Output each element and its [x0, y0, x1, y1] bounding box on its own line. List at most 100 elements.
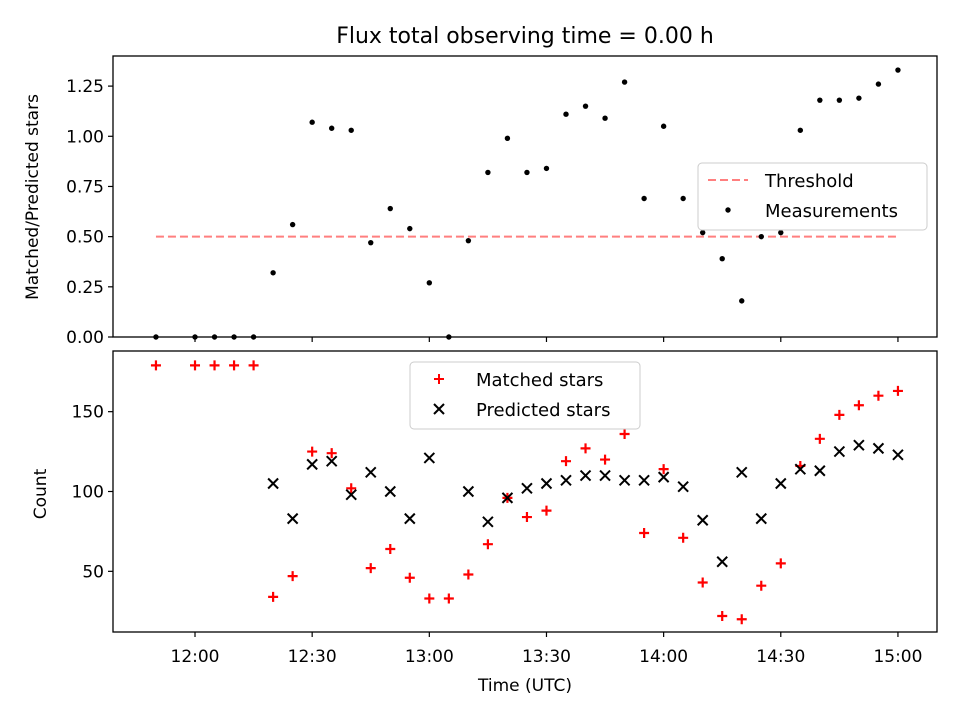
predicted-star-point [462, 485, 475, 498]
predicted-star-point [404, 512, 416, 525]
measurement-point [328, 125, 335, 131]
measurement-point [387, 205, 393, 212]
matched-star-point [482, 539, 493, 550]
bottom-ytick-label: 50 [82, 562, 104, 582]
measurement-point [465, 237, 472, 244]
x-axis-label: Time (UTC) [477, 676, 572, 696]
matched-star-point [326, 448, 337, 459]
matched-star-point [580, 443, 591, 454]
top-ytick-label: 1.00 [66, 127, 104, 147]
measurement-point [270, 270, 276, 276]
measurement-point [543, 165, 550, 172]
matched-star-point [678, 532, 689, 543]
predicted-star-point [306, 458, 318, 471]
matched-star-point [775, 558, 786, 569]
matched-star-point [209, 360, 220, 371]
predicted-star-point [696, 514, 709, 526]
predicted-star-point [657, 471, 670, 483]
predicted-star-point [775, 477, 787, 490]
matched-star-point [697, 577, 708, 588]
predicted-star-point [794, 463, 807, 475]
measurement-point [289, 221, 296, 228]
predicted-star-point [618, 474, 631, 487]
predicted-star-point [345, 488, 357, 501]
matched-star-point [190, 360, 201, 371]
matched-stars-legend-label: Matched stars [476, 370, 603, 391]
top-plot-frame [112, 55, 938, 338]
matched-star-point [814, 433, 825, 444]
predicted-star-point [599, 469, 611, 482]
matched-star-point [873, 390, 884, 401]
bottom-legend-box [409, 361, 641, 430]
matched-star-point [619, 429, 630, 440]
measurement-point [426, 280, 433, 286]
measurement-point [621, 79, 628, 85]
predicted-star-point [501, 492, 514, 504]
predicted-star-point [365, 466, 377, 479]
measurement-point [348, 127, 354, 133]
bottom-ytick-label: 150 [72, 403, 104, 423]
top-marks [153, 67, 901, 340]
measurement-point [309, 119, 315, 125]
top-yticks: 0.00 0.25 0.50 0.75 1.00 1.25 [66, 77, 113, 348]
bottom-ytick-label: 100 [72, 483, 104, 503]
measurement-point [875, 81, 882, 87]
predicted-star-point [560, 474, 572, 487]
xtick-label: 15:00 [873, 647, 922, 667]
predicted-star-point [853, 439, 865, 451]
measurement-point [504, 135, 511, 141]
measurement-point [719, 256, 725, 262]
predicted-star-point [286, 512, 299, 525]
top-ytick-label: 0.75 [66, 177, 104, 197]
predicted-star-point [267, 477, 279, 490]
predicted-star-point [872, 442, 885, 455]
matched-star-point [717, 611, 728, 622]
top-legend-box [697, 162, 928, 231]
measurement-point [660, 123, 667, 129]
predicted-star-point [716, 556, 728, 568]
matched-star-point [892, 385, 903, 396]
bottom-y-axis-label: Count [31, 468, 51, 519]
matched-star-point [639, 528, 650, 539]
predicted-star-point [677, 481, 689, 493]
matched-star-point [346, 483, 357, 494]
predicted-star-point [482, 516, 494, 528]
measurement-point [778, 229, 784, 236]
measurements-legend-swatch [725, 207, 731, 213]
measurement-point [602, 115, 608, 121]
matched-star-point [248, 360, 259, 371]
matched-star-point [658, 464, 669, 475]
measurement-point [563, 111, 569, 117]
matched-star-point [424, 593, 435, 604]
predicted-star-point [521, 482, 533, 495]
predicted-star-point [638, 474, 650, 487]
measurement-point [856, 95, 862, 101]
predicted-star-point [423, 452, 436, 464]
predicted-star-point [384, 485, 396, 498]
xtick-label: 14:00 [639, 647, 688, 667]
measurement-point [739, 298, 745, 304]
matched-star-point [853, 400, 864, 411]
measurement-point [836, 97, 843, 103]
measurement-point [797, 127, 804, 133]
top-ytick-label: 0.25 [66, 278, 104, 298]
predicted-stars-legend-swatch [433, 403, 445, 415]
measurement-point [582, 103, 589, 109]
measurement-point [895, 67, 901, 73]
xtick-label: 12:30 [288, 647, 337, 667]
bottom-legend: Matched stars Predicted stars [409, 361, 641, 430]
predicted-star-point [755, 512, 767, 525]
matched-star-point [521, 512, 532, 523]
measurement-point [368, 239, 374, 246]
top-xticks [194, 337, 899, 342]
xtick-label: 13:00 [405, 647, 454, 667]
matched-star-point [541, 505, 552, 516]
xtick-label: 13:30 [522, 647, 571, 667]
matched-star-point [268, 591, 279, 602]
top-ytick-label: 1.25 [66, 77, 104, 97]
measurement-point [699, 229, 706, 236]
measurement-point [641, 195, 647, 202]
